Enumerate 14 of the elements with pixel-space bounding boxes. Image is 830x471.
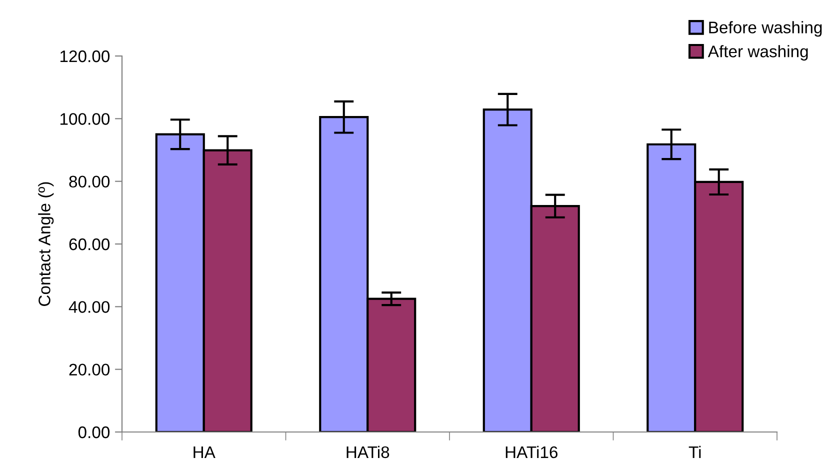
- y-tick-label: 80.00: [69, 176, 110, 188]
- x-tick-label: Ti: [688, 446, 701, 458]
- y-tick-label: 60.00: [69, 238, 110, 250]
- x-tick-label: HA: [194, 446, 216, 458]
- y-tick-label: 100.00: [60, 113, 110, 125]
- y-axis-title: Contact Angle (º): [38, 182, 54, 306]
- legend-label: After washing: [708, 45, 808, 61]
- legend-label: Before washing: [709, 21, 822, 37]
- x-tick-label: HATi8: [346, 446, 390, 458]
- y-tick-label: 0.00: [78, 426, 110, 438]
- y-tick-label: 20.00: [69, 364, 110, 376]
- y-tick-label: 40.00: [68, 301, 110, 313]
- y-tick-label: 120.00: [60, 50, 110, 62]
- x-tick-label: HATi16: [506, 446, 558, 458]
